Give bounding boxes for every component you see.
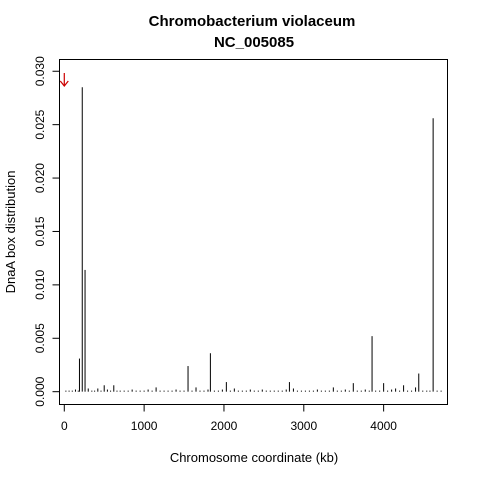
- y-tick-label: 0.015: [33, 216, 47, 246]
- x-tick-label: 0: [61, 419, 68, 433]
- x-tick-label: 1000: [131, 419, 158, 433]
- y-tick-label: 0.000: [33, 376, 47, 406]
- bar-series: [65, 87, 442, 392]
- chart-subtitle: NC_005085: [214, 34, 294, 51]
- y-tick-label: 0.020: [33, 163, 47, 193]
- y-tick-label: 0.025: [33, 109, 47, 139]
- x-axis: 0 1000 2000 3000 4000: [61, 404, 397, 433]
- x-axis-label: Chromosome coordinate (kb): [170, 450, 338, 465]
- y-tick-label: 0.005: [33, 323, 47, 353]
- chart-title: Chromobacterium violaceum: [149, 13, 356, 30]
- x-tick-label: 2000: [211, 419, 238, 433]
- x-tick-label: 3000: [290, 419, 317, 433]
- origin-arrow-head: [59, 80, 69, 87]
- y-axis-label: DnaA box distribution: [3, 171, 18, 294]
- x-tick-label: 4000: [370, 419, 397, 433]
- origin-marker: [59, 73, 69, 87]
- y-tick-label: 0.030: [33, 56, 47, 86]
- y-axis: 0.000 0.005 0.010 0.015 0.020 0.025 0.030: [33, 56, 60, 407]
- y-tick-label: 0.010: [33, 270, 47, 300]
